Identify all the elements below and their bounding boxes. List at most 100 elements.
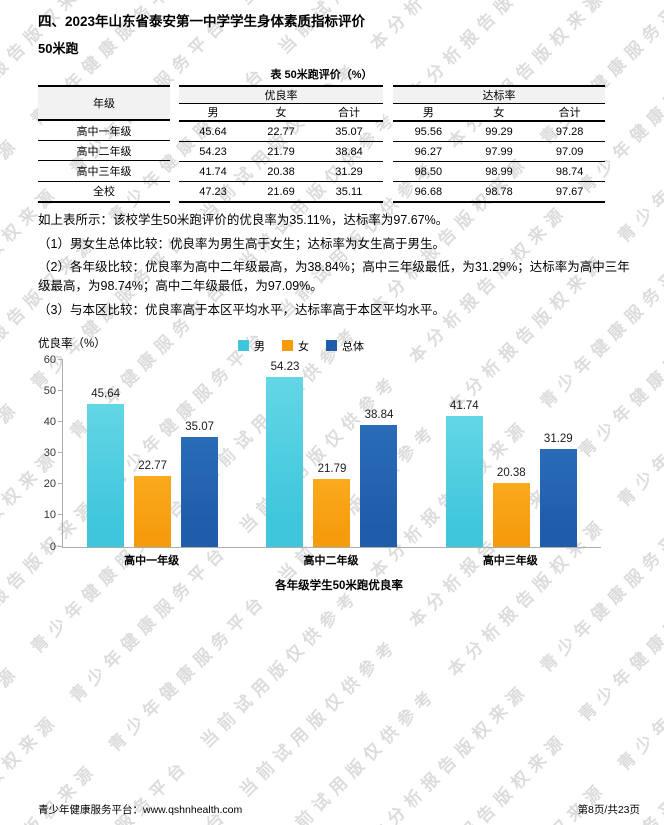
table-cell: 96.68	[393, 181, 464, 203]
legend-label: 总体	[342, 340, 364, 353]
bar-value-label: 41.74	[449, 400, 479, 413]
table-cell: 95.56	[393, 121, 464, 142]
bar-女-2: 21.79	[313, 463, 351, 547]
y-tick-label: 20	[43, 478, 56, 491]
y-tick-label: 60	[43, 353, 56, 366]
grade-cell: 高中一年级	[38, 120, 170, 142]
y-tick-mark	[58, 483, 63, 485]
col-header-male: 男	[179, 103, 247, 122]
legend-item-女: 女	[282, 338, 309, 354]
table-row: 54.23 21.79 38.84	[179, 141, 383, 162]
page-number: 第8页/共23页	[577, 804, 640, 816]
table-cell: 96.27	[393, 141, 464, 162]
grade-cell: 高中三年级	[38, 160, 170, 182]
table-caption: 表 50米跑评价（%）	[270, 69, 373, 81]
y-tick-label: 50	[43, 384, 56, 397]
y-tick-label: 40	[43, 415, 56, 428]
table-row: 96.68 98.78 97.67	[393, 181, 605, 203]
table-cell: 97.28	[534, 121, 605, 142]
bar-value-label: 35.07	[185, 421, 215, 434]
legend-swatch-icon	[326, 340, 337, 351]
grade-cell: 全校	[38, 181, 170, 203]
bar-女-1: 22.77	[134, 460, 172, 547]
legend-swatch-icon	[282, 340, 293, 351]
bar-group-3: 41.74 20.38 31.29	[422, 360, 601, 547]
table-cell: 45.64	[179, 121, 247, 142]
bar-value-label: 22.77	[138, 459, 168, 472]
bar-value-label: 20.38	[496, 466, 526, 479]
table-cell: 20.38	[247, 161, 315, 182]
table-row: 96.27 97.99 97.09	[393, 141, 605, 162]
bar-总体-2: 38.84	[360, 409, 398, 547]
bar-男-1: 45.64	[87, 388, 125, 547]
y-tick-mark	[58, 420, 63, 422]
excellent-rate-table: 优良率 男 女 合计 45.64 22.77 35.07 54.23 21.79 38.8…	[179, 85, 383, 203]
grade-column-table: 年级 高中一年级 高中二年级 高中三年级 全校	[38, 85, 170, 203]
bar-男-2: 54.23	[266, 361, 304, 547]
y-tick-mark	[58, 358, 63, 360]
legend-label: 女	[298, 340, 309, 353]
pass-rate-header: 达标率	[393, 85, 605, 104]
table-cell: 54.23	[179, 141, 247, 162]
bar-女-3: 20.38	[492, 467, 530, 547]
col-header-total: 合计	[315, 103, 383, 122]
y-tick-mark	[58, 389, 63, 391]
y-axis-label: 优良率（%）	[38, 337, 106, 350]
col-header-female: 女	[247, 103, 315, 122]
table-cell: 41.74	[179, 161, 247, 182]
grade-comparison-paragraph: （2）各年级比较：优良率为高中二年级最高，为38.84%；高中三年级最低，为31…	[38, 260, 630, 293]
x-axis-labels: 高中一年级 高中二年级 高中三年级	[62, 552, 600, 568]
bar-group-2: 54.23 21.79 38.84	[242, 360, 421, 547]
table-cell: 98.74	[534, 161, 605, 182]
plot-area: 0 10 20 30 40 50 60 45.64 22.77 35.07 54.23 21.79 38…	[44, 354, 601, 553]
bar-value-label: 54.23	[270, 361, 300, 374]
bar-value-label: 21.79	[317, 462, 347, 475]
evaluation-table: 年级 高中一年级 高中二年级 高中三年级 全校 优良率 男 女 合计 45.64 22.…	[38, 85, 605, 203]
table-row: 高中一年级	[38, 120, 170, 142]
table-row: 95.56 99.29 97.28	[393, 121, 605, 142]
table-cell: 97.67	[534, 181, 605, 203]
col-header-male: 男	[393, 103, 464, 122]
bar-总体-3: 31.29	[539, 433, 577, 547]
platform-link[interactable]: 青少年健康服务平台：www.qshnhealth.com	[38, 804, 243, 816]
page-footer: 青少年健康服务平台：www.qshnhealth.com 第8页/共23页	[0, 802, 664, 817]
x-category-label: 高中三年级	[482, 554, 538, 567]
table-cell: 47.23	[179, 181, 247, 203]
x-category-label: 高中一年级	[124, 554, 180, 567]
y-tick-label: 30	[43, 447, 56, 459]
grade-cell: 高中二年级	[38, 140, 170, 162]
table-row: 高中二年级	[38, 140, 170, 162]
y-tick-label: 0	[49, 540, 56, 553]
x-category-label: 高中二年级	[303, 554, 359, 567]
table-cell: 98.99	[463, 161, 535, 182]
table-cell: 35.07	[315, 121, 383, 142]
y-tick-mark	[58, 452, 63, 453]
summary-paragraph: 如上表所示：该校学生50米跑评价的优良率为35.11%，达标率为97.67%。	[38, 213, 449, 227]
section-title: 50米跑	[38, 41, 79, 56]
bar-value-label: 45.64	[91, 388, 121, 401]
bar-value-label: 38.84	[364, 409, 394, 422]
bar-男-3: 41.74	[445, 400, 483, 547]
table-row: 98.50 98.99 98.74	[393, 161, 605, 182]
table-row: 41.74 20.38 31.29	[179, 161, 383, 182]
table-cell: 98.78	[463, 181, 535, 203]
excellent-rate-header: 优良率	[179, 85, 383, 104]
table-cell: 99.29	[463, 121, 535, 142]
district-comparison-paragraph: （3）与本区比较：优良率高于本区平均水平，达标率高于本区平均水平。	[38, 302, 445, 317]
y-tick-mark	[58, 514, 63, 516]
table-row: 47.23 21.69 35.11	[179, 181, 383, 203]
gender-comparison-paragraph: （1）男女生总体比较：优良率为男生高于女生；达标率为女生高于男生。	[38, 236, 445, 251]
table-cell: 97.09	[534, 141, 605, 162]
page-title: 四、2023年山东省泰安第一中学学生身体素质指标评价	[38, 14, 366, 29]
bar-chart: 优良率（%） 男 女 总体 0 10 20 30 40 50 60 45.64 22.77 35.07…	[38, 335, 640, 603]
table-cell: 98.50	[393, 161, 464, 182]
table-cell: 97.99	[463, 141, 535, 162]
legend-item-男: 男	[238, 338, 265, 354]
table-cell: 21.69	[247, 181, 315, 203]
bar-group-1: 45.64 22.77 35.07	[63, 360, 242, 547]
legend-label: 男	[254, 340, 265, 353]
bar-总体-1: 35.07	[181, 421, 219, 547]
table-cell: 31.29	[315, 161, 383, 182]
table-row: 高中三年级	[38, 160, 170, 182]
